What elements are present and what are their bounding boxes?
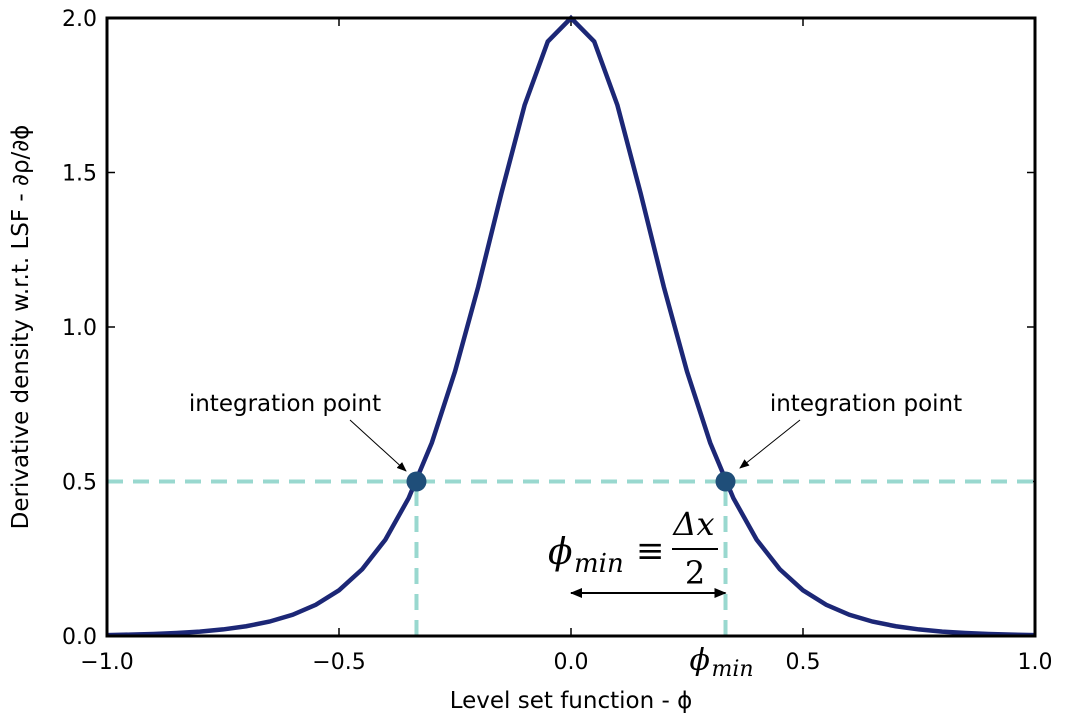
annotation-arrow [739,419,801,469]
y-tick-label: 1.0 [62,316,97,341]
y-tick-label: 2.0 [62,7,97,32]
x-tick-label: −0.5 [312,650,365,675]
x-axis-label: Level set function - ϕ [450,688,693,714]
annotation: integration point [770,391,962,417]
formula-relation: ≡ [636,531,665,571]
integration-point [715,471,736,492]
annotation-arrow [349,419,407,472]
formula-numerator: Δx [671,505,714,543]
formula-symbol: ϕ [548,532,573,573]
phi-min-symbol: ϕ [690,643,710,678]
y-tick-label: 1.5 [62,162,97,187]
formula: ϕ min ≡ Δx 2 [548,505,718,592]
y-tick-label: 0.0 [62,625,97,650]
x-tick-label: −1.0 [80,650,133,675]
y-axis-label: Derivative density w.r.t. LSF - ∂ρ/∂ϕ [8,125,34,530]
phi-min-tick-label: ϕ min [690,643,754,682]
x-tick-label: 0.5 [786,650,821,675]
plot-frame [105,16,1037,638]
annotation: integration point [189,391,381,417]
y-tick-label: 0.5 [62,471,97,496]
phi-min-subscript: min [712,657,754,682]
x-tick-label: 0.0 [554,650,589,675]
x-tick-label: 1.0 [1018,650,1053,675]
formula-denominator: 2 [685,554,705,592]
formula-subscript: min [574,549,624,579]
integration-point [406,471,427,492]
